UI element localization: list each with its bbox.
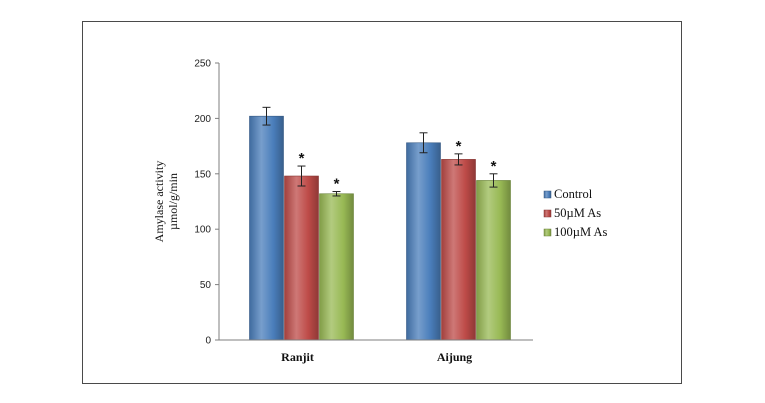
bar-100-m-as-aijung <box>476 180 511 341</box>
y-axis: 0 50 100 150 200 250 <box>194 59 220 347</box>
amylase-bar-chart: 0 50 100 150 200 250 * * * * Ranjit Aijung Amylas… <box>152 59 608 365</box>
y-axis-label: Amylase activityµmol/g/min <box>152 161 180 243</box>
y-tick-label: 250 <box>194 59 211 70</box>
y-tick-label: 150 <box>194 169 211 180</box>
bar-50-m-as-aijung <box>441 159 476 341</box>
chart-frame: 0 50 100 150 200 250 * * * * Ranjit Aijung Amylas… <box>82 21 682 384</box>
y-tick-label: 0 <box>205 336 211 347</box>
legend-swatch <box>543 190 552 199</box>
significance-mark: * <box>299 150 305 167</box>
bar-50-m-as-ranjit <box>284 175 319 341</box>
significance-mark: * <box>491 158 497 175</box>
legend-entry-label: 100µM As <box>554 225 608 239</box>
bars: * * * * <box>249 106 511 341</box>
legend-entry-label: Control <box>554 187 593 201</box>
bar-control-aijung <box>406 142 441 341</box>
y-tick-label: 200 <box>194 114 211 125</box>
significance-mark: * <box>334 176 340 193</box>
legend-swatch <box>543 228 552 237</box>
y-axis-title: Amylase activityµmol/g/min <box>152 161 180 243</box>
bar-100-m-as-ranjit <box>319 193 354 341</box>
legend-swatch <box>543 209 552 218</box>
x-category-label: Aijung <box>437 350 472 364</box>
y-tick-label: 100 <box>194 225 211 236</box>
legend-entry-label: 50µM As <box>554 206 601 220</box>
x-axis: Ranjit Aijung <box>219 339 533 364</box>
bar-control-ranjit <box>249 115 284 341</box>
x-category-label: Ranjit <box>281 350 314 364</box>
y-axis-title-line: Amylase activity <box>152 161 166 243</box>
y-tick-label: 50 <box>200 280 212 291</box>
y-axis-title-line: µmol/g/min <box>166 173 180 230</box>
legend: Control 50µM As 100µM As <box>543 187 608 239</box>
significance-mark: * <box>456 138 462 155</box>
